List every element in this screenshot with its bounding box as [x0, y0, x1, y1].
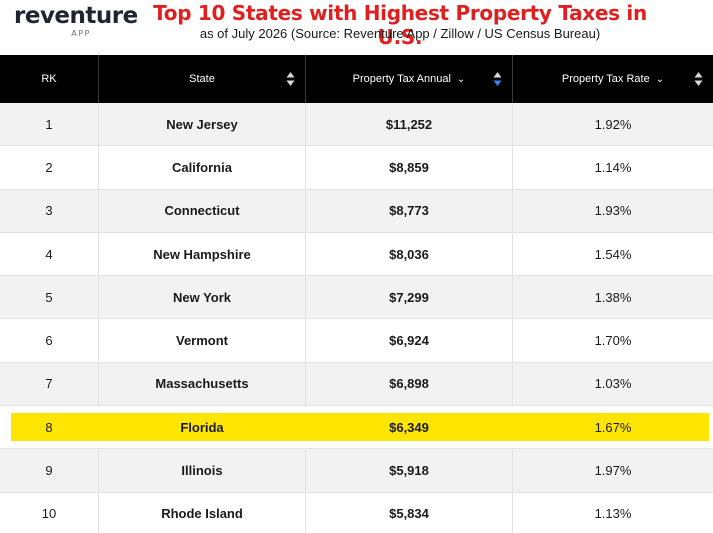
- table-header: RK State Property Tax Annual ⌄ Property …: [0, 55, 713, 103]
- row-highlight-bar: [11, 413, 709, 442]
- chevron-down-icon[interactable]: ⌄: [655, 73, 665, 85]
- table-row: 10 Rhode Island $5,834 1.13%: [0, 492, 713, 533]
- column-header-label: Property Tax Annual: [352, 73, 451, 85]
- table-body: 1 New Jersey $11,252 1.92% 2 California $8,859…: [0, 103, 713, 533]
- cell-rank: 10: [0, 492, 99, 533]
- logo-subtext: APP: [71, 29, 91, 38]
- cell-tax-rate: 1.03%: [594, 376, 632, 392]
- cell-tax-rate: 1.38%: [594, 289, 632, 305]
- table-row: 9 Illinois $5,918 1.97%: [0, 449, 713, 493]
- cell-annual-tax: $11,252: [306, 103, 513, 146]
- column-header-rk[interactable]: RK: [0, 55, 99, 103]
- column-header-label: RK: [41, 73, 57, 85]
- table-row: 5 New York $7,299 1.38%: [0, 276, 713, 320]
- header: reventure APP Top 10 States with Highest…: [0, 0, 713, 54]
- cell-rank: 9: [0, 449, 99, 492]
- cell-state: Rhode Island: [99, 492, 306, 533]
- table-row: 6 Vermont $6,924 1.70%: [0, 319, 713, 363]
- sort-icon[interactable]: [286, 71, 295, 87]
- cell-state: New Hampshire: [99, 232, 306, 276]
- cell-rank: 5: [0, 276, 99, 319]
- cell-annual-tax: $7,299: [306, 276, 513, 319]
- cell-annual-tax: $6,924: [306, 319, 513, 362]
- cell-tax-rate: 1.92%: [594, 116, 632, 132]
- cell-annual-tax: $6,898: [306, 362, 513, 406]
- table-row: 2 California $8,859 1.14%: [0, 146, 713, 190]
- cell-annual-tax: $5,834: [306, 492, 513, 533]
- table-row: 1 New Jersey $11,252 1.92%: [0, 103, 713, 147]
- cell-tax-rate: 1.54%: [594, 246, 632, 262]
- cell-state: Illinois: [99, 449, 306, 492]
- cell-annual-tax: $8,773: [306, 189, 513, 232]
- cell-state: Massachusetts: [99, 362, 306, 406]
- property-tax-table: RK State Property Tax Annual ⌄ Property …: [0, 55, 713, 533]
- column-header-rate[interactable]: Property Tax Rate ⌄: [513, 55, 713, 103]
- cell-rank: 2: [0, 146, 99, 189]
- cell-tax-rate: 1.93%: [594, 203, 632, 219]
- cell-rank: 6: [0, 319, 99, 362]
- cell-state: New Jersey: [99, 103, 306, 146]
- cell-state: Connecticut: [99, 189, 306, 232]
- cell-annual-tax: $6,349: [389, 419, 429, 435]
- cell-rank: 1: [0, 103, 99, 146]
- column-header-annual[interactable]: Property Tax Annual ⌄: [306, 55, 513, 103]
- cell-state: California: [99, 146, 306, 189]
- column-header-state[interactable]: State: [99, 55, 306, 103]
- cell-annual-tax: $5,918: [306, 449, 513, 492]
- sort-icon[interactable]: [694, 71, 703, 87]
- cell-state: Vermont: [99, 319, 306, 362]
- logo-wordmark: reventure: [14, 3, 138, 29]
- reventure-logo: reventure APP: [14, 3, 138, 39]
- cell-tax-rate: 1.14%: [594, 159, 632, 175]
- page-title: Top 10 States with Highest Property Taxe…: [153, 1, 647, 49]
- column-header-label: State: [189, 73, 215, 85]
- cell-rank: 4: [0, 232, 99, 276]
- table-row-highlighted: 8 Florida $6,349 1.67%: [0, 406, 713, 450]
- table-row: 3 Connecticut $8,773 1.93%: [0, 189, 713, 233]
- chevron-down-icon[interactable]: ⌄: [456, 73, 466, 85]
- cell-rank: 3: [0, 189, 99, 232]
- column-header-label: Property Tax Rate: [561, 73, 650, 85]
- table-row: 7 Massachusetts $6,898 1.03%: [0, 362, 713, 407]
- cell-state: Florida: [180, 419, 224, 435]
- cell-state: New York: [99, 276, 306, 319]
- cell-rank: 7: [0, 362, 99, 406]
- cell-tax-rate: 1.97%: [594, 463, 632, 479]
- sort-icon-active[interactable]: [493, 71, 502, 87]
- cell-annual-tax: $8,036: [306, 232, 513, 276]
- table-row: 4 New Hampshire $8,036 1.54%: [0, 232, 713, 277]
- cell-tax-rate: 1.67%: [594, 419, 632, 435]
- cell-rank: 8: [45, 419, 53, 435]
- cell-tax-rate: 1.70%: [594, 333, 632, 349]
- page-subtitle: as of July 2026 (Source: Reventure App /…: [199, 26, 601, 41]
- cell-tax-rate: 1.13%: [594, 506, 632, 522]
- cell-annual-tax: $8,859: [306, 146, 513, 189]
